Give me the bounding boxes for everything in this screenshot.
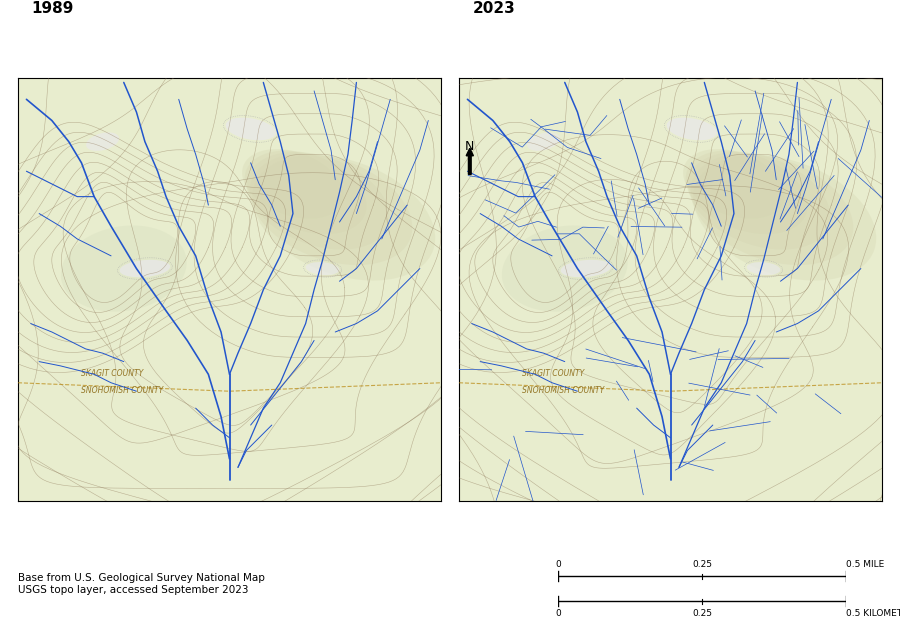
Ellipse shape: [252, 155, 436, 280]
Text: SKAGIT COUNTY: SKAGIT COUNTY: [81, 369, 144, 378]
Text: 0.25: 0.25: [692, 609, 712, 617]
Text: 0.5 KILOMETER: 0.5 KILOMETER: [846, 609, 900, 617]
Ellipse shape: [683, 149, 785, 219]
Text: USGS topo layer, accessed September 2023: USGS topo layer, accessed September 2023: [18, 585, 248, 595]
Text: SNOHOMISH COUNTY: SNOHOMISH COUNTY: [81, 386, 164, 396]
Ellipse shape: [527, 132, 560, 151]
Ellipse shape: [306, 262, 339, 275]
Ellipse shape: [561, 260, 611, 277]
Text: 0: 0: [555, 560, 561, 569]
Text: 2023: 2023: [472, 1, 515, 16]
Ellipse shape: [747, 262, 780, 275]
Ellipse shape: [690, 153, 853, 265]
Ellipse shape: [226, 118, 275, 140]
Ellipse shape: [61, 226, 186, 312]
Ellipse shape: [86, 132, 119, 151]
Text: SKAGIT COUNTY: SKAGIT COUNTY: [522, 369, 585, 378]
Ellipse shape: [245, 151, 366, 234]
Ellipse shape: [688, 152, 831, 250]
Ellipse shape: [120, 260, 170, 277]
Text: 0.25: 0.25: [692, 560, 712, 569]
Text: 0.5 MILE: 0.5 MILE: [846, 560, 884, 569]
Text: Base from U.S. Geological Survey National Map: Base from U.S. Geological Survey Nationa…: [18, 573, 265, 583]
Text: 1989: 1989: [32, 1, 74, 16]
Ellipse shape: [667, 118, 716, 140]
Ellipse shape: [248, 152, 390, 250]
Text: N: N: [465, 140, 474, 153]
Text: 0: 0: [555, 609, 561, 617]
Ellipse shape: [686, 151, 807, 234]
Ellipse shape: [693, 155, 877, 280]
Ellipse shape: [242, 149, 344, 219]
Ellipse shape: [249, 153, 412, 265]
Ellipse shape: [502, 226, 627, 312]
Text: SNOHOMISH COUNTY: SNOHOMISH COUNTY: [522, 386, 605, 396]
